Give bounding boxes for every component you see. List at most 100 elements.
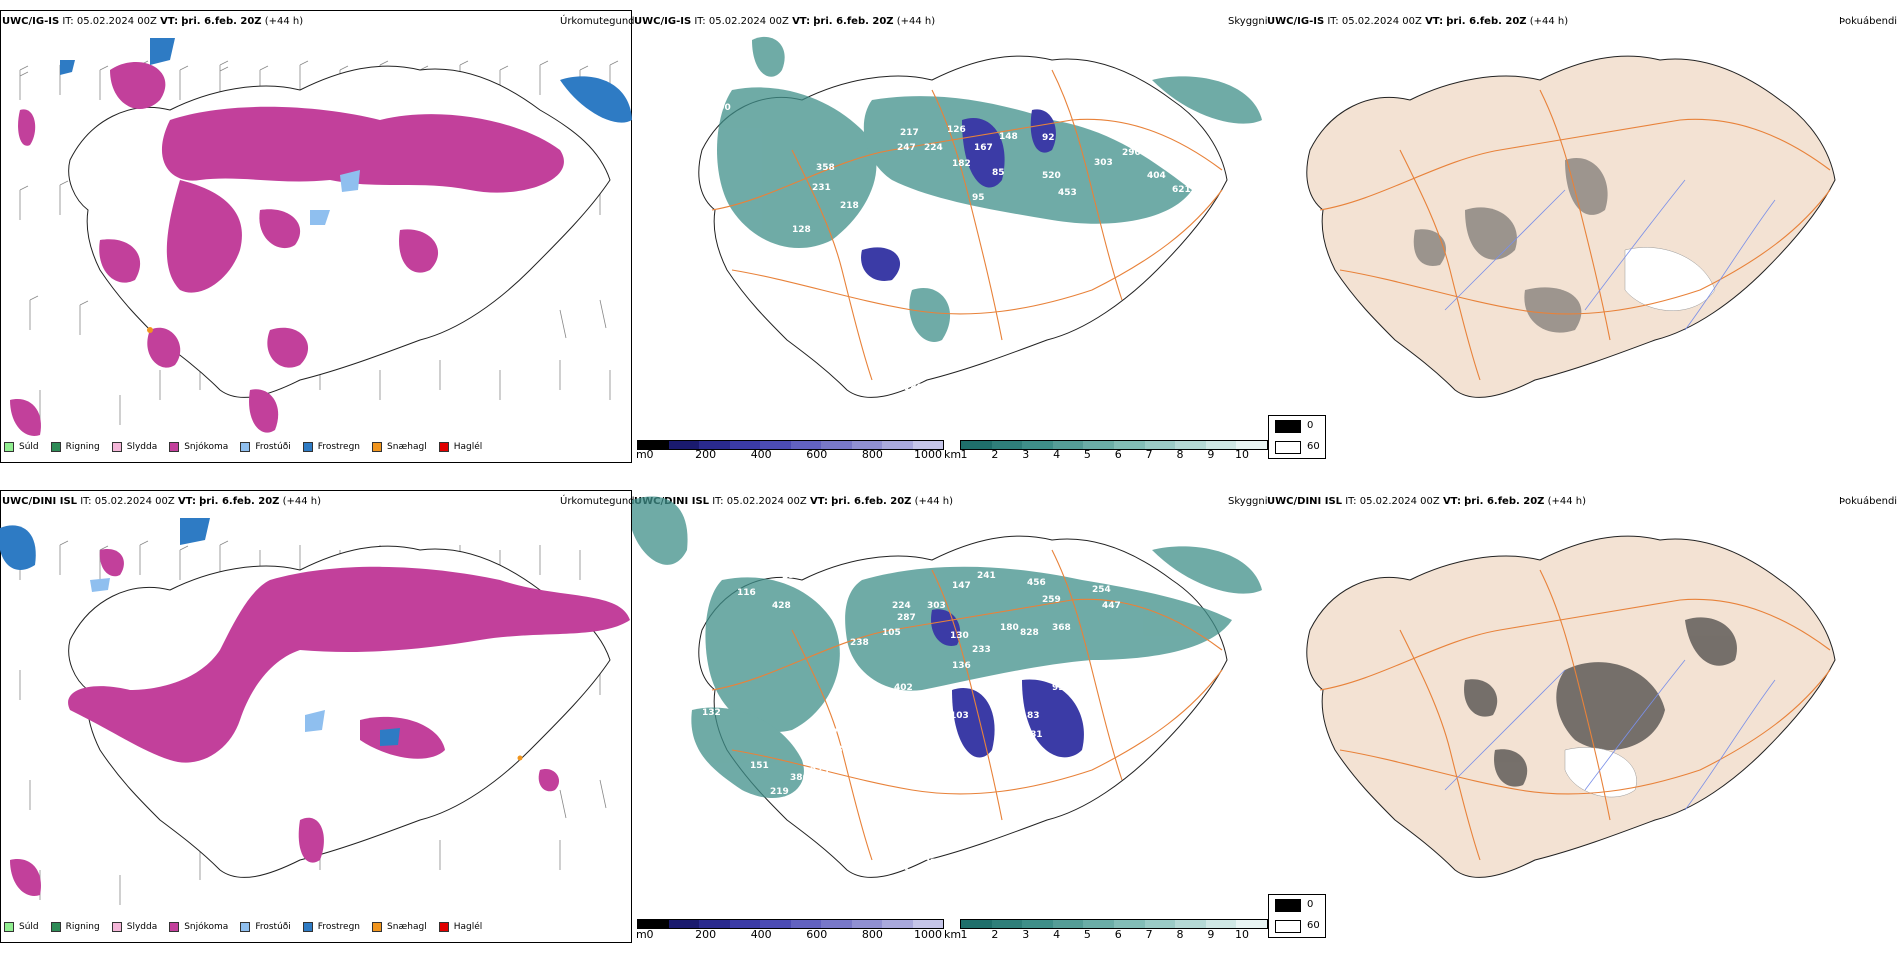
fog-swatch-white [1275, 441, 1301, 454]
freezing-drizzle-area [310, 170, 360, 225]
ceiling-label: 95 [1052, 683, 1065, 693]
ceiling-label: 233 [972, 645, 991, 655]
ceiling-label: 224 [892, 601, 911, 611]
ceiling-label: 177 [997, 728, 1016, 738]
roads [1319, 89, 1831, 381]
ceiling-label: 225 [810, 766, 829, 776]
legend-swatch [169, 442, 180, 452]
precip-legend: Súld Rigning Slydda Snjókoma Frostúði Fr… [4, 922, 482, 932]
ceiling-label: 136 [904, 868, 923, 878]
ceiling-label: 621 [1172, 185, 1191, 195]
precip-panel-bottom: UWC/DINI ISL IT: 05.02.2024 00Z VT: þri.… [0, 490, 635, 953]
rivers [1444, 179, 1776, 331]
ceiling-label: 238 [850, 638, 869, 648]
panel-title: UWC/DINI ISL IT: 05.02.2024 00Z VT: þri.… [1267, 496, 1587, 507]
fog-shading [1413, 158, 1608, 333]
ceiling-label: 287 [897, 613, 916, 623]
ceiling-label: 153 [810, 745, 829, 755]
legend-item: Haglél [438, 922, 482, 932]
legend-item: Frostregn [302, 442, 360, 452]
roads [711, 549, 1223, 861]
legend-item: Rigning [50, 442, 100, 452]
legend-item: Súld [4, 442, 39, 452]
legend-item: Snjókoma [169, 922, 228, 932]
ceiling-label: 128 [792, 225, 811, 235]
ceiling-label: 130 [950, 631, 969, 641]
legend-item: Snjókoma [169, 442, 228, 452]
panel-type-label: Úrkomutegund [560, 16, 635, 27]
precip-map-bottom [0, 518, 631, 905]
ceiling-label: 428 [772, 601, 791, 611]
legend-swatch [372, 442, 383, 452]
legend-swatch [4, 922, 14, 932]
fog-shading [1464, 617, 1737, 787]
fog-map-bottom [1306, 535, 1836, 878]
snow-area [10, 549, 631, 896]
legend-swatch [111, 442, 122, 452]
panel-type-label: Þokuábendi [1839, 496, 1898, 507]
ceiling-label: 158 [902, 348, 921, 358]
low-visibility-area [632, 496, 1262, 799]
ceiling-label: 219 [770, 787, 789, 797]
ceiling-label: 151 [750, 761, 769, 771]
ceiling-label: 180 [904, 383, 923, 393]
ceiling-label: 81 [1030, 730, 1043, 740]
freezing-drizzle-area [90, 578, 325, 732]
legend-item: Slydda [111, 442, 157, 452]
freezing-rain-area [0, 518, 400, 746]
fog-map-top [1306, 55, 1836, 398]
panel-type-label: Úrkomutegund [560, 496, 635, 507]
ceiling-labels: 129 190 217 247 224 126 148 167 92 358 1… [712, 77, 1191, 393]
ceiling-label: 402 [894, 683, 913, 693]
legend-swatch [302, 442, 313, 452]
legend-swatch [111, 922, 122, 932]
ceiling-ticks: 0 200 400 600 800 1000 [646, 928, 943, 941]
ceiling-label: 103 [950, 711, 969, 721]
ice-pellet-area [147, 327, 153, 333]
ceiling-unit: m [636, 928, 647, 941]
ceiling-label: 368 [1052, 623, 1071, 633]
ceiling-colorbar-top [637, 440, 944, 450]
legend-item: Slydda [111, 922, 157, 932]
ceiling-label: 166 [722, 228, 741, 238]
ceiling-colorbar-bottom [637, 919, 944, 929]
ceiling-label: 404 [1147, 171, 1166, 181]
rivers [1444, 659, 1776, 811]
visibility-ticks: 1 2 3 4 5 6 7 8 9 10 [960, 448, 1250, 461]
legend-item: Frostúði [240, 442, 291, 452]
low-ceiling-area [861, 109, 1056, 281]
ceiling-label: 180 [1000, 623, 1019, 633]
legend-swatch [240, 922, 251, 932]
ceiling-ticks: 0 200 400 600 800 1000 [646, 448, 943, 461]
ceiling-label: 241 [977, 571, 996, 581]
ceiling-label: 64 [654, 721, 667, 731]
ceiling-label: 231 [812, 183, 831, 193]
visibility-panel-top: UWC/IG-IS IT: 05.02.2024 00Z VT: þri. 6.… [632, 10, 1268, 473]
ceiling-label: 290 [1122, 148, 1141, 158]
ceiling-label: 471 [810, 781, 829, 791]
ceiling-label: 167 [974, 143, 993, 153]
fog-clear-area [1624, 247, 1716, 311]
visibility-ticks: 1 2 3 4 5 6 7 8 9 10 [960, 928, 1250, 941]
panel-title: UWC/IG-IS IT: 05.02.2024 00Z VT: þri. 6.… [634, 16, 936, 27]
ceiling-label: 190 [712, 103, 731, 113]
legend-item: Frostúði [240, 922, 291, 932]
panel-type-label: Skyggni [1228, 496, 1268, 507]
legend-item: Snæhagl [372, 922, 427, 932]
ceiling-label: 92 [1042, 133, 1055, 143]
ceiling-label: 116 [737, 588, 756, 598]
ceiling-label: 95 [972, 193, 985, 203]
fog-swatch-black [1275, 899, 1301, 912]
panel-type-label: Þokuábendi [1839, 16, 1898, 27]
ceiling-label: 217 [900, 128, 919, 138]
legend-swatch [240, 442, 251, 452]
visibility-unit: km [944, 448, 962, 461]
legend-item: Snæhagl [372, 442, 427, 452]
ceiling-label: 83 [1027, 711, 1040, 721]
visibility-unit: km [944, 928, 962, 941]
snow-area [10, 61, 564, 436]
ceiling-label: 129 [749, 77, 768, 87]
ceiling-label: 771 [1020, 255, 1039, 265]
ceiling-label: 85 [742, 553, 755, 563]
fog-clear-area [1564, 747, 1637, 798]
